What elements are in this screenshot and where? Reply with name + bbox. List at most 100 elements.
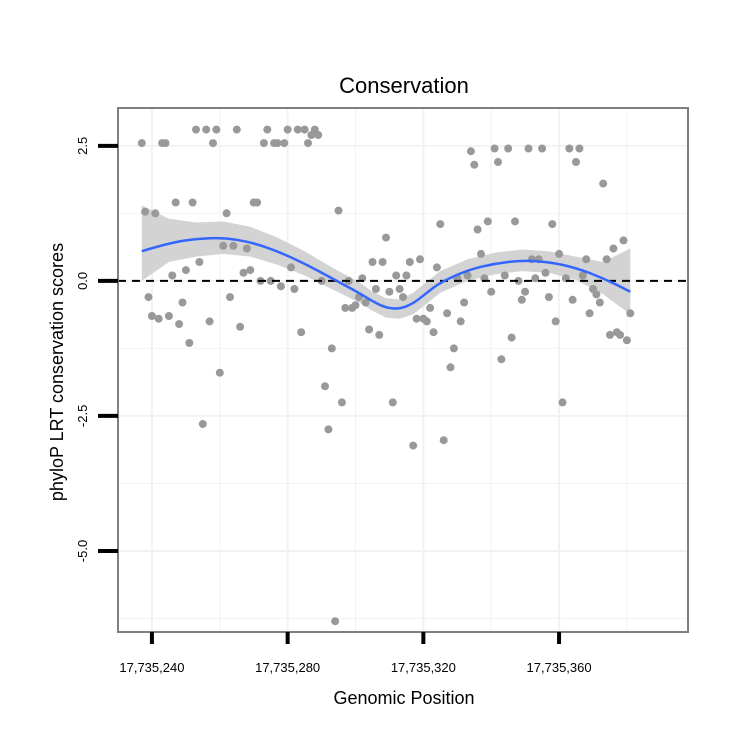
data-point <box>280 139 288 147</box>
data-point <box>586 309 594 317</box>
data-point <box>379 258 387 266</box>
data-point <box>392 272 400 280</box>
data-point <box>216 369 224 377</box>
data-point <box>406 258 414 266</box>
data-point <box>603 255 611 263</box>
data-point <box>402 272 410 280</box>
data-point <box>172 199 180 207</box>
data-point <box>151 209 159 217</box>
data-point <box>226 293 234 301</box>
chart-background <box>0 0 750 750</box>
data-point <box>508 334 516 342</box>
data-point <box>168 272 176 280</box>
data-point <box>447 363 455 371</box>
data-point <box>202 126 210 134</box>
data-point <box>518 296 526 304</box>
data-point <box>263 126 271 134</box>
data-point <box>304 139 312 147</box>
data-point <box>569 296 577 304</box>
data-point <box>375 331 383 339</box>
data-point <box>277 282 285 290</box>
data-point <box>592 290 600 298</box>
data-point <box>212 126 220 134</box>
data-point <box>321 382 329 390</box>
data-point <box>223 209 231 217</box>
data-point <box>328 344 336 352</box>
data-point <box>555 250 563 258</box>
chart-title: Conservation <box>339 73 469 98</box>
data-point <box>260 139 268 147</box>
data-point <box>440 436 448 444</box>
data-point <box>155 315 163 323</box>
data-point <box>290 285 298 293</box>
y-tick-label: 0.0 <box>75 272 90 290</box>
x-tick-label: 17,735,320 <box>391 660 456 675</box>
data-point <box>626 309 634 317</box>
data-point <box>474 226 482 234</box>
data-point <box>352 301 360 309</box>
data-point <box>175 320 183 328</box>
data-point <box>620 236 628 244</box>
data-point <box>494 158 502 166</box>
data-point <box>138 139 146 147</box>
data-point <box>436 220 444 228</box>
data-point <box>369 258 377 266</box>
x-tick-label: 17,735,280 <box>255 660 320 675</box>
data-point <box>382 234 390 242</box>
data-point <box>365 326 373 334</box>
y-axis-title: phyloP LRT conservation scores <box>47 243 67 501</box>
data-point <box>192 126 200 134</box>
data-point <box>525 145 533 153</box>
data-point <box>484 217 492 225</box>
data-point <box>443 309 451 317</box>
data-point <box>470 161 478 169</box>
data-point <box>297 328 305 336</box>
data-point <box>236 323 244 331</box>
data-point <box>548 220 556 228</box>
x-tick-label: 17,735,360 <box>527 660 592 675</box>
data-point <box>148 312 156 320</box>
data-point <box>538 145 546 153</box>
data-point <box>179 299 187 307</box>
data-point <box>396 285 404 293</box>
data-point <box>246 266 254 274</box>
data-point <box>430 328 438 336</box>
data-point <box>229 242 237 250</box>
data-point <box>195 258 203 266</box>
data-point <box>287 263 295 271</box>
data-point <box>219 242 227 250</box>
x-tick-label: 17,735,240 <box>119 660 184 675</box>
data-point <box>294 126 302 134</box>
data-point <box>209 139 217 147</box>
data-point <box>521 288 529 296</box>
data-point <box>324 425 332 433</box>
data-point <box>616 331 624 339</box>
data-point <box>233 126 241 134</box>
y-tick-label: 2.5 <box>75 137 90 155</box>
data-point <box>450 344 458 352</box>
y-tick-label: -5.0 <box>75 540 90 562</box>
data-point <box>565 145 573 153</box>
data-point <box>582 255 590 263</box>
data-point <box>572 158 580 166</box>
data-point <box>457 317 465 325</box>
data-point <box>301 126 309 134</box>
data-point <box>596 299 604 307</box>
data-point <box>477 250 485 258</box>
data-point <box>399 293 407 301</box>
data-point <box>623 336 631 344</box>
data-point <box>189 199 197 207</box>
data-point <box>491 145 499 153</box>
data-point <box>145 293 153 301</box>
data-point <box>426 304 434 312</box>
data-point <box>341 304 349 312</box>
data-point <box>331 617 339 625</box>
data-point <box>575 145 583 153</box>
data-point <box>240 269 248 277</box>
data-point <box>416 255 424 263</box>
data-point <box>335 207 343 215</box>
data-point <box>385 288 393 296</box>
data-point <box>433 263 441 271</box>
data-point <box>314 131 322 139</box>
data-point <box>253 199 261 207</box>
